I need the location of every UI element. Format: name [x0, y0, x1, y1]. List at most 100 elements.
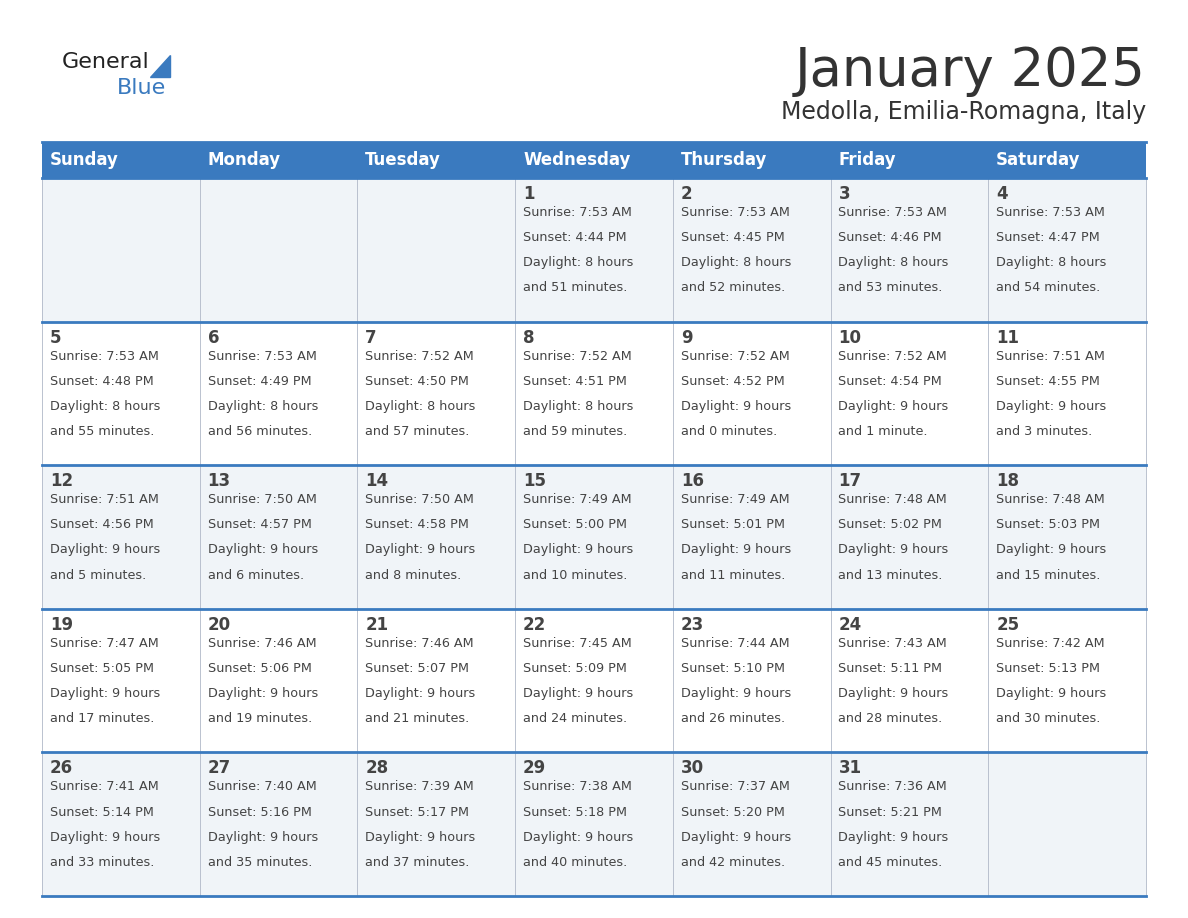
- Text: and 53 minutes.: and 53 minutes.: [839, 282, 943, 295]
- Text: and 55 minutes.: and 55 minutes.: [50, 425, 154, 438]
- Text: 31: 31: [839, 759, 861, 778]
- Text: 4: 4: [997, 185, 1007, 203]
- Text: 18: 18: [997, 472, 1019, 490]
- Bar: [672, 178, 830, 321]
- Text: 20: 20: [208, 616, 230, 633]
- Text: and 45 minutes.: and 45 minutes.: [839, 856, 943, 868]
- Bar: [358, 609, 516, 753]
- Bar: [830, 609, 988, 753]
- Text: Sunrise: 7:36 AM: Sunrise: 7:36 AM: [839, 780, 947, 793]
- Text: Sunset: 4:50 PM: Sunset: 4:50 PM: [366, 375, 469, 387]
- Text: Sunrise: 7:53 AM: Sunrise: 7:53 AM: [50, 350, 159, 363]
- Text: Daylight: 8 hours: Daylight: 8 hours: [523, 256, 633, 269]
- Text: Daylight: 9 hours: Daylight: 9 hours: [839, 831, 949, 844]
- Text: and 33 minutes.: and 33 minutes.: [50, 856, 154, 868]
- Bar: [988, 142, 1146, 178]
- Bar: [830, 753, 988, 896]
- Text: 15: 15: [523, 472, 546, 490]
- Bar: [358, 753, 516, 896]
- Text: 10: 10: [839, 329, 861, 347]
- Bar: [830, 142, 988, 178]
- Text: Sunrise: 7:53 AM: Sunrise: 7:53 AM: [523, 206, 632, 219]
- Text: Sunset: 4:57 PM: Sunset: 4:57 PM: [208, 519, 311, 532]
- Text: Daylight: 9 hours: Daylight: 9 hours: [50, 543, 160, 556]
- Text: Saturday: Saturday: [997, 151, 1081, 169]
- Text: Sunrise: 7:46 AM: Sunrise: 7:46 AM: [208, 637, 316, 650]
- Text: Sunrise: 7:48 AM: Sunrise: 7:48 AM: [997, 493, 1105, 506]
- Text: Sunset: 5:03 PM: Sunset: 5:03 PM: [997, 519, 1100, 532]
- Text: Sunset: 5:18 PM: Sunset: 5:18 PM: [523, 805, 627, 819]
- Text: Sunrise: 7:39 AM: Sunrise: 7:39 AM: [366, 780, 474, 793]
- Text: Sunset: 4:52 PM: Sunset: 4:52 PM: [681, 375, 784, 387]
- Text: 28: 28: [366, 759, 388, 778]
- Text: Sunrise: 7:49 AM: Sunrise: 7:49 AM: [523, 493, 632, 506]
- Text: Sunrise: 7:51 AM: Sunrise: 7:51 AM: [50, 493, 159, 506]
- Text: and 54 minutes.: and 54 minutes.: [997, 282, 1100, 295]
- Bar: [358, 321, 516, 465]
- Text: Daylight: 9 hours: Daylight: 9 hours: [681, 687, 791, 700]
- Text: Daylight: 8 hours: Daylight: 8 hours: [997, 256, 1106, 269]
- Bar: [42, 142, 200, 178]
- Text: Sunrise: 7:52 AM: Sunrise: 7:52 AM: [366, 350, 474, 363]
- Text: Sunset: 5:14 PM: Sunset: 5:14 PM: [50, 805, 153, 819]
- Text: Sunrise: 7:53 AM: Sunrise: 7:53 AM: [839, 206, 947, 219]
- Text: Daylight: 8 hours: Daylight: 8 hours: [523, 400, 633, 413]
- Bar: [42, 609, 200, 753]
- Text: 8: 8: [523, 329, 535, 347]
- Text: Thursday: Thursday: [681, 151, 767, 169]
- Text: Sunset: 4:54 PM: Sunset: 4:54 PM: [839, 375, 942, 387]
- Text: Sunrise: 7:44 AM: Sunrise: 7:44 AM: [681, 637, 789, 650]
- Text: Sunset: 4:49 PM: Sunset: 4:49 PM: [208, 375, 311, 387]
- Text: Daylight: 9 hours: Daylight: 9 hours: [839, 543, 949, 556]
- Text: Sunset: 5:16 PM: Sunset: 5:16 PM: [208, 805, 311, 819]
- Text: January 2025: January 2025: [795, 45, 1146, 97]
- Text: Sunset: 4:46 PM: Sunset: 4:46 PM: [839, 231, 942, 244]
- Bar: [988, 609, 1146, 753]
- Text: Daylight: 9 hours: Daylight: 9 hours: [997, 687, 1106, 700]
- Bar: [358, 465, 516, 609]
- Text: 24: 24: [839, 616, 861, 633]
- Text: 7: 7: [366, 329, 377, 347]
- Text: and 56 minutes.: and 56 minutes.: [208, 425, 311, 438]
- Text: and 59 minutes.: and 59 minutes.: [523, 425, 627, 438]
- Text: Sunrise: 7:45 AM: Sunrise: 7:45 AM: [523, 637, 632, 650]
- Text: Sunrise: 7:41 AM: Sunrise: 7:41 AM: [50, 780, 159, 793]
- Text: 11: 11: [997, 329, 1019, 347]
- Text: Sunset: 4:58 PM: Sunset: 4:58 PM: [366, 519, 469, 532]
- Text: Daylight: 9 hours: Daylight: 9 hours: [997, 543, 1106, 556]
- Bar: [42, 178, 200, 321]
- Text: Sunset: 4:48 PM: Sunset: 4:48 PM: [50, 375, 153, 387]
- Text: Sunset: 5:07 PM: Sunset: 5:07 PM: [366, 662, 469, 675]
- Text: Sunset: 5:01 PM: Sunset: 5:01 PM: [681, 519, 785, 532]
- Text: Daylight: 9 hours: Daylight: 9 hours: [208, 831, 318, 844]
- Text: and 15 minutes.: and 15 minutes.: [997, 568, 1100, 582]
- Text: Daylight: 8 hours: Daylight: 8 hours: [208, 400, 318, 413]
- Text: and 0 minutes.: and 0 minutes.: [681, 425, 777, 438]
- Text: 5: 5: [50, 329, 62, 347]
- Text: and 5 minutes.: and 5 minutes.: [50, 568, 146, 582]
- Text: and 3 minutes.: and 3 minutes.: [997, 425, 1093, 438]
- Bar: [988, 753, 1146, 896]
- Text: 26: 26: [50, 759, 72, 778]
- Bar: [672, 465, 830, 609]
- Bar: [988, 465, 1146, 609]
- Text: Daylight: 9 hours: Daylight: 9 hours: [681, 543, 791, 556]
- Text: General: General: [62, 52, 150, 72]
- Text: Daylight: 9 hours: Daylight: 9 hours: [523, 687, 633, 700]
- Text: Sunset: 5:17 PM: Sunset: 5:17 PM: [366, 805, 469, 819]
- Bar: [988, 321, 1146, 465]
- Text: and 1 minute.: and 1 minute.: [839, 425, 928, 438]
- Text: and 17 minutes.: and 17 minutes.: [50, 712, 154, 725]
- Text: 3: 3: [839, 185, 851, 203]
- Bar: [672, 753, 830, 896]
- Text: Daylight: 9 hours: Daylight: 9 hours: [681, 400, 791, 413]
- Text: and 21 minutes.: and 21 minutes.: [366, 712, 469, 725]
- Text: Daylight: 9 hours: Daylight: 9 hours: [366, 543, 475, 556]
- Bar: [988, 178, 1146, 321]
- Bar: [42, 321, 200, 465]
- Text: Sunset: 5:13 PM: Sunset: 5:13 PM: [997, 662, 1100, 675]
- Text: Sunrise: 7:37 AM: Sunrise: 7:37 AM: [681, 780, 790, 793]
- Text: 25: 25: [997, 616, 1019, 633]
- Text: Sunrise: 7:46 AM: Sunrise: 7:46 AM: [366, 637, 474, 650]
- Bar: [200, 178, 358, 321]
